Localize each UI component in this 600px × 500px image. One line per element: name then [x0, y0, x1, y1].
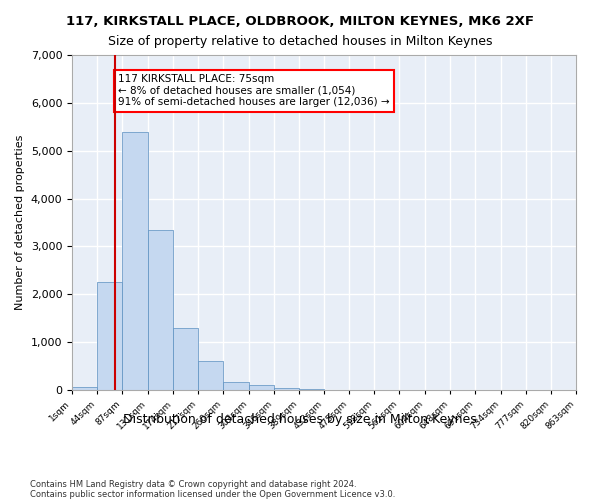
- Bar: [223, 382, 248, 390]
- Text: Distribution of detached houses by size in Milton Keynes: Distribution of detached houses by size …: [123, 412, 477, 426]
- Bar: [173, 328, 198, 390]
- Y-axis label: Number of detached properties: Number of detached properties: [15, 135, 25, 310]
- Bar: [72, 386, 97, 390]
- Text: Size of property relative to detached houses in Milton Keynes: Size of property relative to detached ho…: [108, 35, 492, 48]
- Bar: [198, 362, 223, 390]
- Bar: [248, 385, 274, 390]
- Bar: [148, 230, 173, 390]
- Bar: [122, 132, 148, 390]
- Text: 117 KIRKSTALL PLACE: 75sqm
← 8% of detached houses are smaller (1,054)
91% of se: 117 KIRKSTALL PLACE: 75sqm ← 8% of detac…: [118, 74, 390, 108]
- Text: 117, KIRKSTALL PLACE, OLDBROOK, MILTON KEYNES, MK6 2XF: 117, KIRKSTALL PLACE, OLDBROOK, MILTON K…: [66, 15, 534, 28]
- Bar: [274, 388, 299, 390]
- Bar: [97, 282, 122, 390]
- Text: Contains HM Land Registry data © Crown copyright and database right 2024.
Contai: Contains HM Land Registry data © Crown c…: [30, 480, 395, 500]
